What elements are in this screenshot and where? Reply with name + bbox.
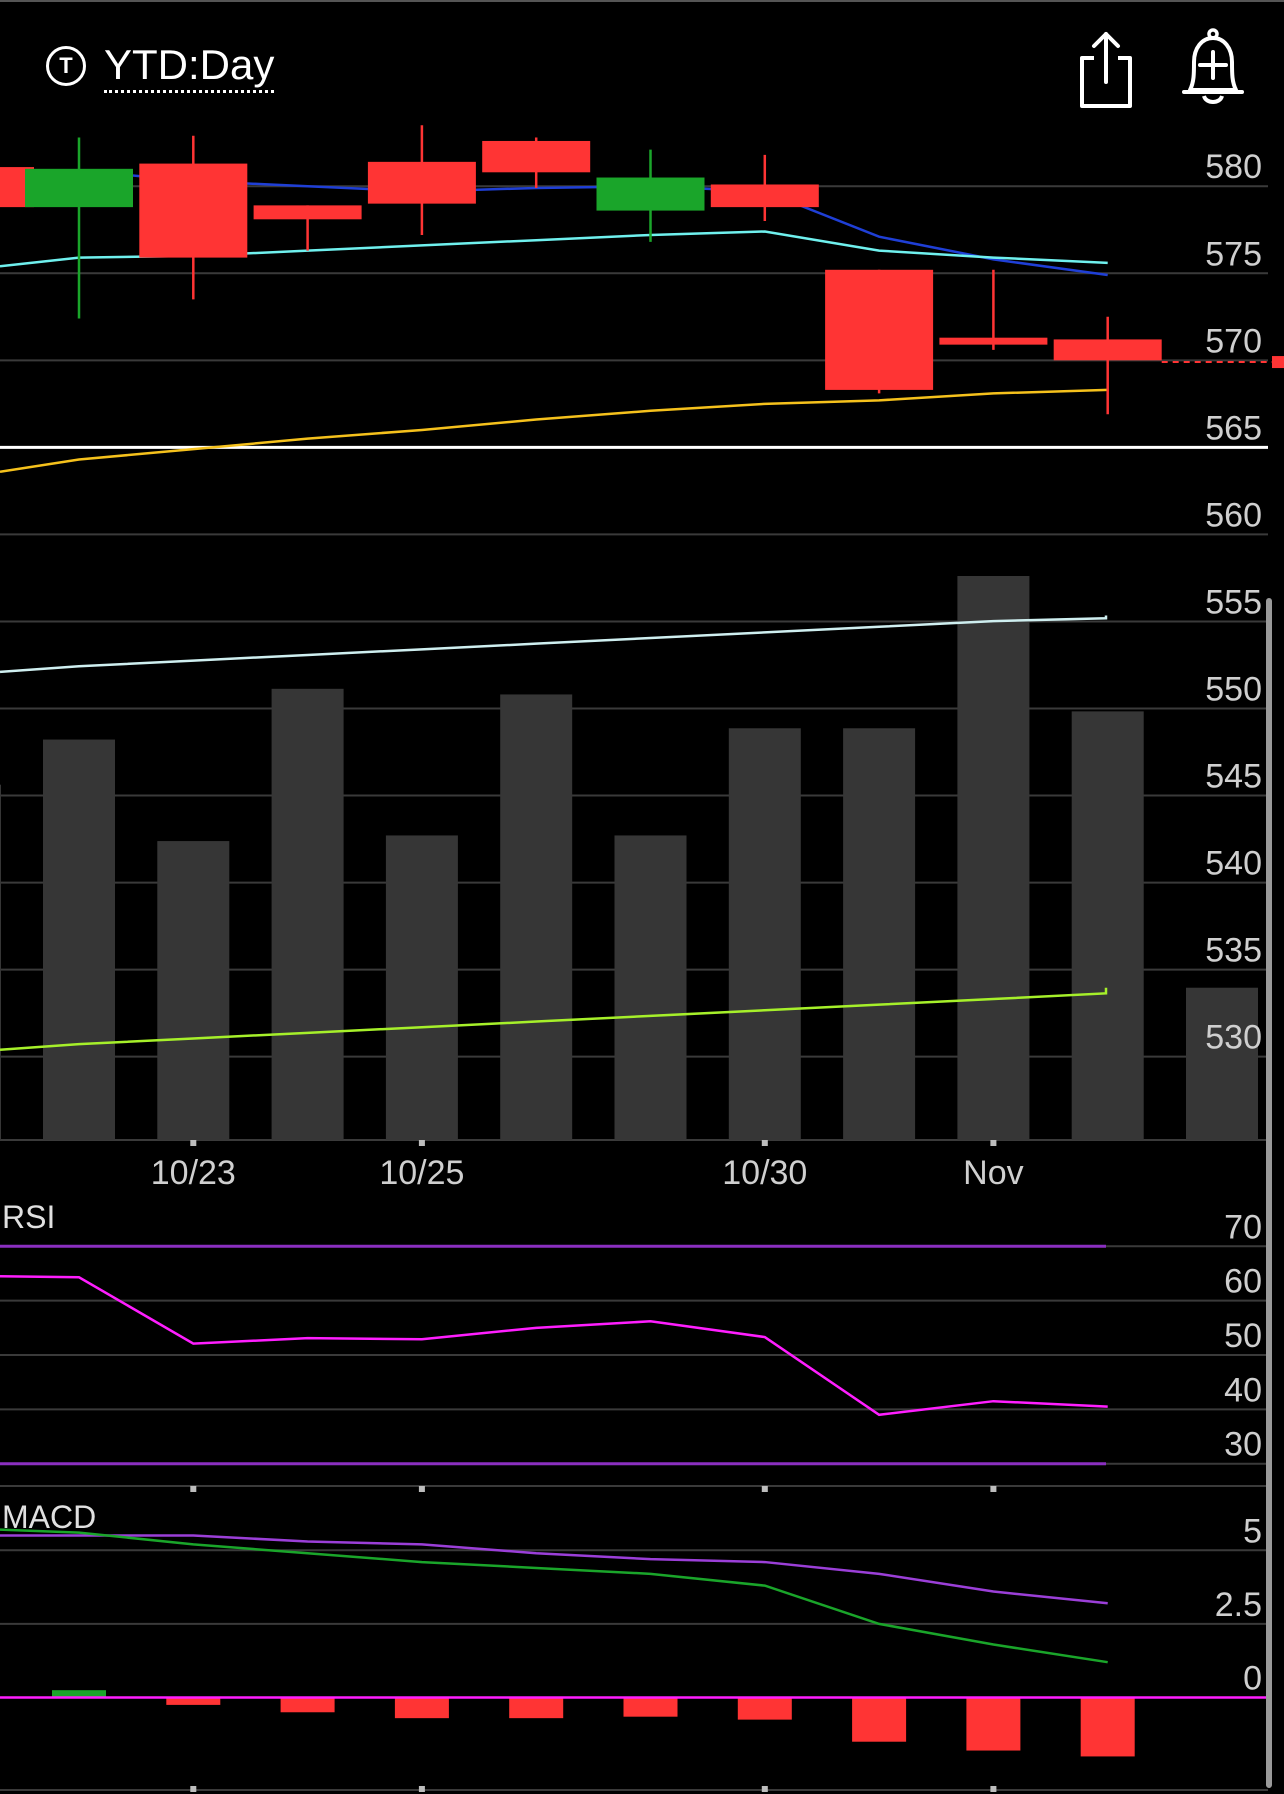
- candle-body: [253, 205, 362, 220]
- rsi-date-tick: [990, 1486, 997, 1492]
- date-tick: [418, 1140, 425, 1146]
- price-tick-label: 545: [1205, 758, 1262, 796]
- macd-tick-label: 2.5: [1215, 1586, 1262, 1624]
- price-tick-label: 540: [1205, 845, 1262, 883]
- candle-body: [825, 269, 934, 390]
- rsi-date-tick: [418, 1486, 425, 1492]
- volume-bar: [500, 694, 573, 1140]
- date-tick: [190, 1140, 197, 1146]
- date-tick: [990, 1140, 997, 1146]
- macd-line: [0, 1528, 1108, 1664]
- candle-body: [25, 168, 133, 208]
- macd-histogram-bar: [166, 1697, 221, 1705]
- price-tick-label: 535: [1205, 932, 1262, 970]
- macd-tick-label: 5: [1243, 1512, 1262, 1550]
- macd-date-tick: [190, 1786, 197, 1792]
- rsi-tick-label: 30: [1224, 1426, 1262, 1464]
- price-tick-label: 565: [1205, 409, 1262, 447]
- volume-bar: [0, 784, 1, 1140]
- volume-bars: [0, 576, 1258, 1140]
- price-tick-label: 530: [1205, 1019, 1262, 1057]
- candle-body: [1053, 339, 1162, 361]
- macd-histogram-bar: [509, 1697, 564, 1719]
- volume-bar: [1071, 711, 1144, 1140]
- price-tick-label: 560: [1205, 496, 1262, 534]
- volume-bar: [843, 728, 916, 1140]
- candle-body: [710, 184, 819, 208]
- macd-title: MACD: [2, 1499, 96, 1535]
- rsi-panel: 70 60 50 40 30: [0, 1208, 1268, 1492]
- date-axis: 10/23 10/25 10/30 Nov: [151, 1140, 1024, 1192]
- last-price-marker: [1272, 356, 1284, 369]
- macd-histogram-bar: [52, 1690, 106, 1698]
- period-icon[interactable]: T: [46, 46, 86, 86]
- bell-plus-icon: [1182, 28, 1244, 104]
- volume-bar: [728, 728, 801, 1140]
- share-button[interactable]: [1076, 26, 1136, 110]
- period-selector[interactable]: YTD:Day: [104, 42, 275, 93]
- volume-bar: [385, 835, 458, 1140]
- rsi-title: RSI: [2, 1199, 55, 1235]
- macd-histogram-bar: [280, 1697, 335, 1713]
- price-moving-average-line: [0, 388, 1108, 473]
- macd-date-tick: [418, 1786, 425, 1792]
- macd-histogram-bar: [394, 1697, 449, 1719]
- volume-moving-averages: [0, 615, 1108, 1052]
- chart-header: T YTD:Day: [0, 0, 1284, 132]
- price-tick-label: 570: [1205, 322, 1262, 360]
- rsi-tick-label: 70: [1224, 1208, 1262, 1246]
- candle-body: [482, 140, 591, 173]
- scrollbar[interactable]: [1266, 598, 1272, 1788]
- rsi-tick-label: 40: [1224, 1371, 1262, 1409]
- macd-histogram-bar: [623, 1697, 678, 1717]
- alert-button[interactable]: [1180, 26, 1246, 110]
- price-tick-label: 555: [1205, 583, 1262, 621]
- share-icon: [1080, 32, 1132, 108]
- volume-moving-average-line: [0, 987, 1108, 1052]
- macd-panel: 52.50: [0, 1512, 1268, 1792]
- volume-bar: [614, 835, 687, 1140]
- date-tick: [761, 1140, 768, 1146]
- rsi-date-tick: [761, 1486, 768, 1492]
- macd-tick-label: 0: [1243, 1660, 1262, 1698]
- candle-body: [596, 177, 705, 211]
- rsi-date-tick: [190, 1486, 197, 1492]
- volume-bar: [957, 576, 1030, 1140]
- rsi-tick-label: 60: [1224, 1263, 1262, 1301]
- price-tick-label: 580: [1205, 148, 1262, 186]
- candle-body: [939, 337, 1048, 345]
- date-tick-label: Nov: [963, 1154, 1023, 1192]
- candle-body: [139, 163, 248, 258]
- macd-histogram-bar: [1080, 1697, 1135, 1757]
- date-tick-label: 10/30: [722, 1154, 807, 1192]
- volume-moving-average-line: [0, 615, 1108, 674]
- price-tick-label: 550: [1205, 670, 1262, 708]
- date-tick-label: 10/25: [379, 1154, 464, 1192]
- macd-histogram-bar: [737, 1697, 792, 1720]
- macd-histogram-bar: [966, 1697, 1021, 1751]
- date-tick-label: 10/23: [151, 1154, 236, 1192]
- volume-bar: [1186, 987, 1258, 1140]
- macd-signal-line: [0, 1534, 1108, 1605]
- macd-date-tick: [990, 1786, 997, 1792]
- rsi-tick-label: 50: [1224, 1317, 1262, 1355]
- rsi-line: [0, 1274, 1108, 1417]
- macd-date-tick: [761, 1786, 768, 1792]
- volume-bar: [43, 739, 115, 1140]
- volume-bar: [157, 841, 230, 1140]
- macd-histogram-bar: [852, 1697, 907, 1742]
- price-axis: 580 575 570 565 560 555 550 545 540 535 530: [1205, 148, 1262, 1056]
- price-tick-label: 575: [1205, 235, 1262, 273]
- candlesticks: [0, 125, 1284, 415]
- candle-body: [367, 161, 476, 204]
- volume-bar: [271, 688, 344, 1140]
